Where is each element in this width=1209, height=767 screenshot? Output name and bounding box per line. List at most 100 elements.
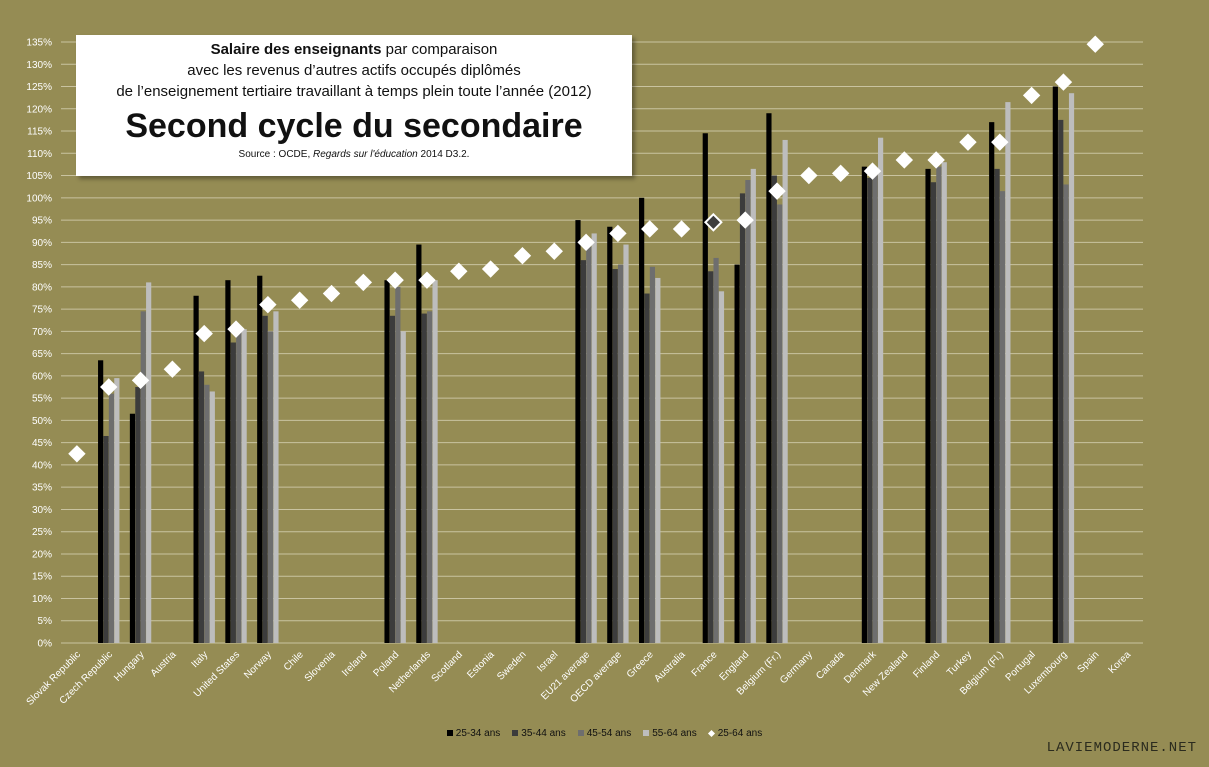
bar: [713, 257, 719, 643]
y-tick-label: 115%: [27, 127, 52, 138]
bar: [204, 384, 210, 643]
x-tick-label: Austria: [149, 649, 179, 679]
x-tick-label: Slovenia: [303, 649, 338, 684]
bar: [994, 168, 1000, 643]
bar: [777, 204, 783, 643]
y-tick-label: 70%: [32, 327, 52, 338]
bar: [612, 269, 618, 643]
diamond-point: [386, 271, 404, 289]
x-tick-label: Germany: [778, 649, 815, 686]
bar: [257, 275, 263, 643]
bar: [384, 280, 390, 643]
diamond-markers: [68, 35, 1104, 463]
diamond-point: [259, 295, 277, 314]
y-tick-label: 100%: [26, 193, 52, 204]
bar: [580, 260, 586, 643]
x-tick-label: Slovak Republic: [25, 649, 83, 707]
y-tick-label: 105%: [26, 171, 52, 182]
bar: [140, 311, 146, 643]
x-tick-label: Finland: [911, 649, 942, 680]
bar: [867, 177, 873, 643]
bar: [639, 197, 645, 643]
diamond-point: [481, 260, 500, 278]
bar: [607, 226, 613, 644]
chart-legend: 25-34 ans 35-44 ans 45-54 ans 55-64 ans 25-6…: [0, 728, 1209, 739]
diamond-point: [991, 133, 1009, 151]
x-tick-label: Hungary: [112, 649, 147, 684]
bar: [782, 139, 788, 643]
x-tick-label: Norway: [242, 649, 274, 681]
bar: [262, 315, 268, 643]
chart-main-title: Second cycle du secondaire: [125, 107, 583, 145]
bar: [1063, 184, 1069, 643]
x-tick-label: Australia: [652, 649, 688, 685]
x-tick-label: France: [690, 649, 720, 679]
diamond-point: [1086, 35, 1104, 53]
y-axis-tick-labels: 0% 5% 10% 15% 20% 25% 30% 35% 40% 45% 50% 55% 60% 65%…: [26, 38, 52, 650]
y-tick-label: 130%: [26, 60, 52, 71]
bar: [98, 360, 104, 643]
diamond-point: [195, 324, 213, 343]
diamond-point: [768, 182, 786, 200]
bar: [241, 329, 247, 643]
bar: [135, 387, 141, 643]
bar: [878, 137, 884, 643]
y-tick-label: 60%: [32, 371, 52, 382]
y-tick-label: 135%: [26, 38, 52, 49]
bar: [198, 371, 205, 643]
x-tick-label: Spain: [1076, 649, 1102, 675]
y-tick-label: 40%: [32, 460, 52, 471]
y-tick-label: 45%: [32, 438, 52, 449]
diamond-point: [703, 212, 723, 232]
x-tick-label: Italy: [190, 649, 211, 670]
x-tick-label: Poland: [371, 649, 401, 679]
bar: [267, 331, 274, 643]
title-bold-text: Salaire des enseignants: [210, 41, 382, 58]
bar: [591, 233, 597, 643]
bar: [193, 295, 199, 643]
diamond-point: [418, 271, 436, 289]
diamond-point: [1054, 73, 1073, 91]
legend-swatch: [512, 730, 519, 737]
title-rest-text: par comparaison: [381, 41, 498, 58]
y-tick-label: 110%: [27, 149, 52, 160]
diamond-point: [736, 211, 754, 229]
legend-item: 55-64 ans: [643, 728, 697, 739]
bar: [389, 315, 396, 643]
y-tick-label: 50%: [32, 416, 52, 427]
bar: [1058, 119, 1064, 643]
x-tick-label: Ireland: [340, 649, 369, 678]
bar: [930, 182, 937, 643]
bar: [718, 291, 725, 643]
bar: [745, 180, 751, 644]
y-tick-label: 120%: [26, 104, 52, 115]
diamond-point: [895, 151, 914, 169]
bar: [400, 331, 406, 643]
bar: [739, 193, 746, 643]
bar: [395, 286, 401, 643]
bar: [236, 331, 242, 643]
y-tick-label: 125%: [26, 82, 52, 93]
diamond-point: [322, 284, 341, 303]
y-tick-label: 10%: [32, 594, 52, 605]
bar: [734, 264, 740, 643]
bar: [623, 244, 629, 643]
diamond-point: [545, 242, 563, 260]
x-tick-label: Chile: [282, 649, 306, 673]
diamond-point: [290, 291, 309, 309]
title-line-1: Salaire des enseignants par comparaison: [76, 39, 632, 60]
bar: [1068, 93, 1075, 644]
y-tick-label: 0%: [38, 639, 53, 650]
diamond-point: [513, 246, 532, 265]
bar: [771, 175, 777, 644]
x-tick-label: Greece: [625, 649, 656, 680]
bar: [702, 133, 708, 643]
x-tick-label: Sweden: [495, 649, 528, 682]
y-tick-label: 80%: [32, 282, 52, 293]
bar: [225, 280, 231, 643]
bar: [750, 168, 756, 643]
title-line-3: de l’enseignement tertiaire travaillant …: [116, 83, 592, 100]
bar: [103, 435, 109, 643]
y-tick-label: 25%: [32, 527, 52, 538]
